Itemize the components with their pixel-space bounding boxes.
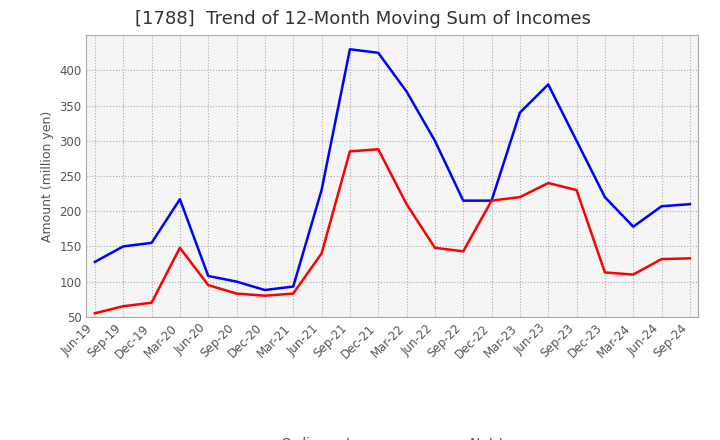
Net Income <box>600 270 609 275</box>
Net Income <box>685 256 694 261</box>
Ordinary Income <box>459 198 467 203</box>
Ordinary Income <box>233 279 241 284</box>
Net Income <box>148 300 156 305</box>
Ordinary Income <box>657 204 666 209</box>
Legend: Ordinary Income, Net Income: Ordinary Income, Net Income <box>230 431 555 440</box>
Net Income <box>119 304 127 309</box>
Ordinary Income <box>119 244 127 249</box>
Net Income <box>459 249 467 254</box>
Net Income <box>657 257 666 262</box>
Net Income <box>289 291 297 296</box>
Net Income <box>346 149 354 154</box>
Ordinary Income <box>600 194 609 200</box>
Net Income <box>572 187 581 193</box>
Ordinary Income <box>402 89 411 94</box>
Net Income <box>176 245 184 250</box>
Ordinary Income <box>346 47 354 52</box>
Line: Ordinary Income: Ordinary Income <box>95 49 690 290</box>
Net Income <box>374 147 382 152</box>
Net Income <box>487 198 496 203</box>
Ordinary Income <box>516 110 524 115</box>
Ordinary Income <box>374 50 382 55</box>
Ordinary Income <box>685 202 694 207</box>
Net Income <box>629 272 637 277</box>
Ordinary Income <box>544 82 552 87</box>
Ordinary Income <box>261 287 269 293</box>
Ordinary Income <box>318 187 326 193</box>
Ordinary Income <box>176 197 184 202</box>
Ordinary Income <box>204 273 212 279</box>
Net Income <box>402 202 411 207</box>
Ordinary Income <box>289 284 297 289</box>
Net Income <box>204 282 212 288</box>
Ordinary Income <box>91 259 99 264</box>
Net Income <box>261 293 269 298</box>
Net Income <box>91 311 99 316</box>
Ordinary Income <box>148 240 156 246</box>
Ordinary Income <box>431 138 439 143</box>
Line: Net Income: Net Income <box>95 149 690 313</box>
Net Income <box>318 251 326 256</box>
Ordinary Income <box>487 198 496 203</box>
Net Income <box>544 180 552 186</box>
Ordinary Income <box>629 224 637 229</box>
Net Income <box>233 291 241 296</box>
Text: [1788]  Trend of 12-Month Moving Sum of Incomes: [1788] Trend of 12-Month Moving Sum of I… <box>135 10 591 28</box>
Net Income <box>516 194 524 200</box>
Ordinary Income <box>572 138 581 143</box>
Net Income <box>431 245 439 250</box>
Y-axis label: Amount (million yen): Amount (million yen) <box>41 110 54 242</box>
